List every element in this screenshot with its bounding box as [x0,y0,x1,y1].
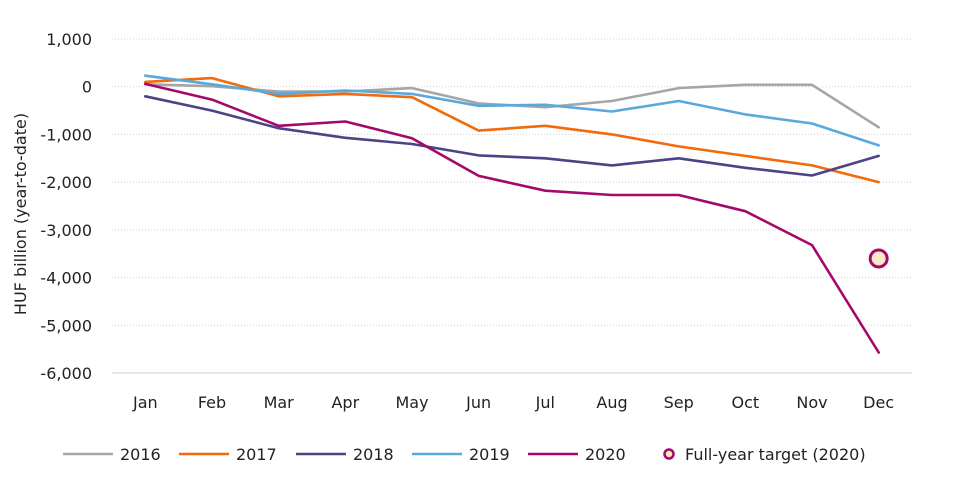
x-tick-label: Oct [731,393,759,412]
x-tick-label: Aug [596,393,627,412]
x-tick-label: Jun [465,393,491,412]
y-tick-label: -2,000 [40,173,92,192]
series-line-2018 [144,95,881,177]
series-line-2020 [144,82,881,354]
x-tick-label: Sep [664,393,694,412]
y-tick-label: 0 [82,78,92,97]
x-tick-label: May [395,393,428,412]
y-tick-label: -5,000 [40,316,92,335]
series-lines [144,74,881,354]
x-tick-label: Jul [535,393,555,412]
annotations [868,248,889,269]
legend-label-2016: 2016 [120,445,161,464]
x-tick-label: Dec [863,393,894,412]
x-tick-label: Nov [796,393,827,412]
y-tick-label: 1,000 [46,30,92,49]
y-tick-label: -3,000 [40,221,92,240]
y-tick-label: -6,000 [40,364,92,383]
y-axis-ticks: 1,000 0 -1,000 -2,000 -3,000 -4,000 -5,000 -6,0… [40,30,92,383]
x-tick-label: Jan [132,393,158,412]
y-tick-label: -4,000 [40,269,92,288]
x-tick-label: Feb [198,393,226,412]
gridlines [112,38,912,374]
series-line-2019 [144,74,881,147]
legend-label-2017: 2017 [236,445,277,464]
x-tick-label: Apr [331,393,359,412]
legend-label-target: Full-year target (2020) [685,445,866,464]
legend-swatch-target [663,448,675,460]
x-axis-ticks: Jan Feb Mar Apr May Jun Jul Aug Sep Oct Nov Dec [132,393,894,412]
legend-label-2018: 2018 [353,445,394,464]
y-axis-label: HUF billion (year-to-date) [11,113,30,315]
x-tick-label: Mar [264,393,295,412]
legend-label-2020: 2020 [585,445,626,464]
target-marker [868,248,889,269]
legend: 2016 2017 2018 2019 2020 Full-year target (20… [63,445,866,464]
series-line-2017 [144,76,881,184]
legend-label-2019: 2019 [469,445,510,464]
y-tick-label: -1,000 [40,125,92,144]
